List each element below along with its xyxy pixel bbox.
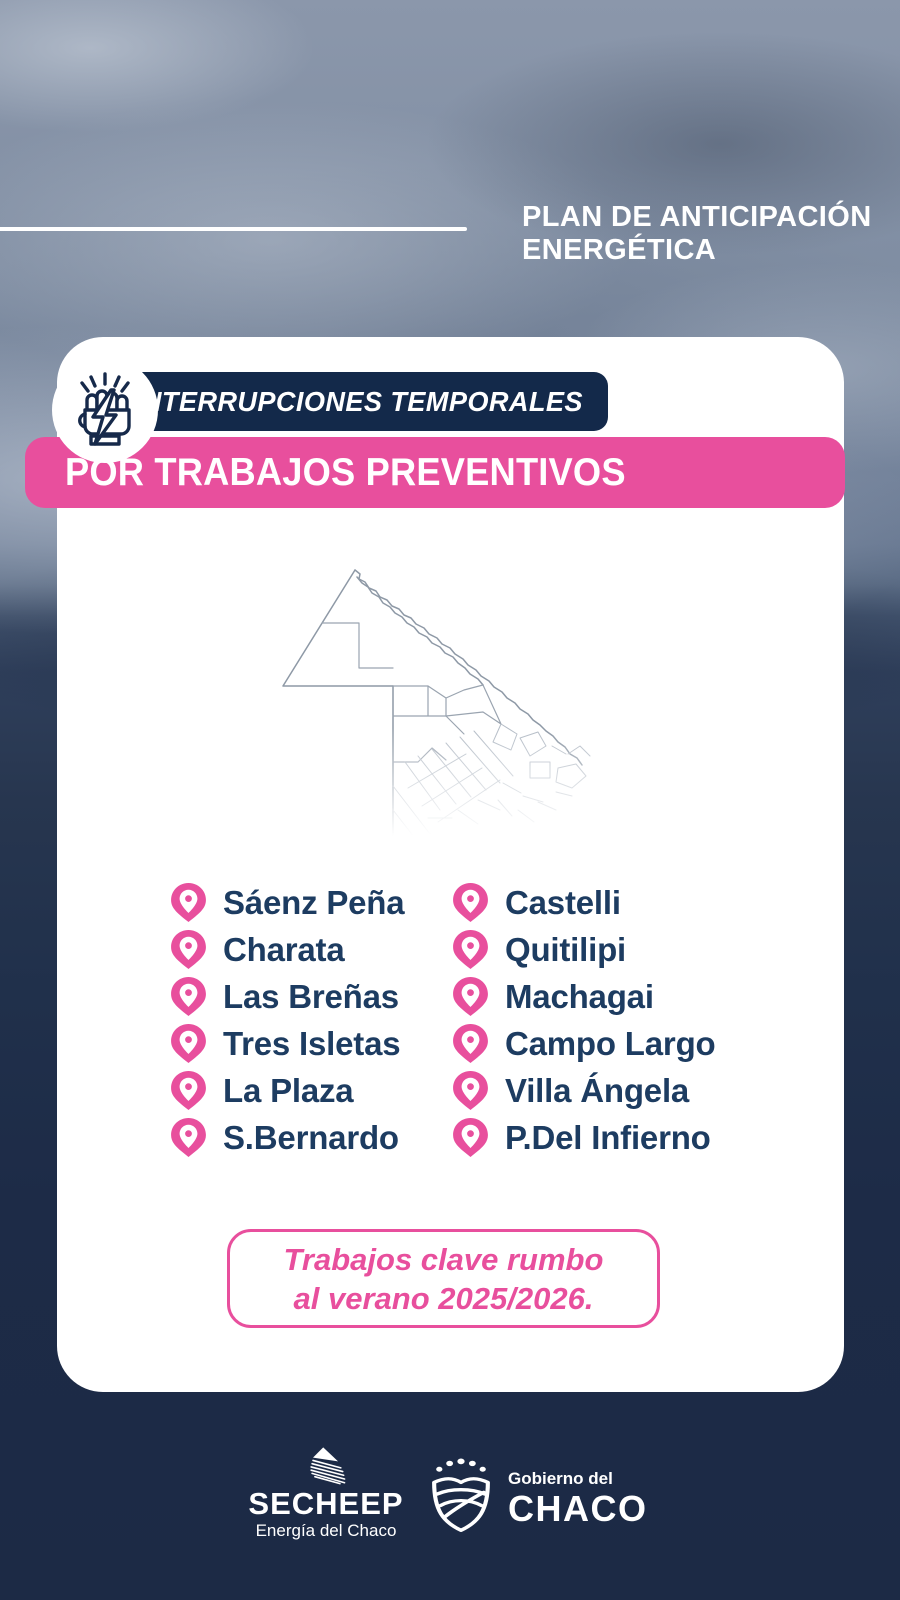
chaco-map	[282, 569, 591, 847]
content-card	[57, 337, 844, 1392]
city-item: Campo Largo	[452, 1020, 770, 1067]
ribbon-trabajos: POR TRABAJOS PREVENTIVOS	[25, 437, 845, 508]
location-pin-icon	[171, 1024, 206, 1063]
location-pin-icon	[453, 930, 488, 969]
city-item: S.Bernardo	[170, 1114, 452, 1161]
ribbon-trabajos-label: POR TRABAJOS PREVENTIVOS	[65, 450, 626, 494]
chaco-government-emblem	[432, 1458, 490, 1532]
city-label: Quitilipi	[505, 930, 627, 968]
city-list: Sáenz Peña Castelli Charata Quitilipi La…	[170, 879, 770, 1161]
city-label: Campo Largo	[505, 1024, 716, 1062]
note-box: Trabajos clave rumbo al verano 2025/2026…	[227, 1229, 660, 1328]
city-label: Sáenz Peña	[223, 883, 405, 921]
ribbon-interrupciones-label: INTERRUPCIONES TEMPORALES	[134, 385, 583, 417]
city-item: Castelli	[452, 879, 770, 926]
note-line2: al verano 2025/2026.	[293, 1280, 594, 1316]
header-divider-line	[0, 227, 467, 231]
note-line1: Trabajos clave rumbo	[283, 1241, 604, 1277]
city-item: P.Del Infierno	[452, 1114, 770, 1161]
location-pin-icon	[453, 977, 488, 1016]
city-label: Castelli	[505, 883, 621, 921]
secheep-logo: SECHEEP Energía del Chaco	[238, 1446, 414, 1539]
city-item: Tres Isletas	[170, 1020, 452, 1067]
secheep-flag-icon	[310, 1447, 346, 1485]
gov-prefix: Gobierno del	[508, 1469, 613, 1488]
city-label: S.Bernardo	[223, 1118, 399, 1156]
location-pin-icon	[453, 883, 488, 922]
city-item: Machagai	[452, 973, 770, 1020]
city-label: Villa Ángela	[505, 1071, 690, 1109]
secheep-tagline: Energía del Chaco	[255, 1521, 397, 1540]
page-title-line1: PLAN DE ANTICIPACIÓN	[522, 201, 872, 233]
city-label: Machagai	[505, 977, 654, 1015]
city-label: Charata	[223, 930, 345, 968]
gov-name: CHACO	[508, 1488, 648, 1529]
city-item: Villa Ángela	[452, 1067, 770, 1114]
city-label: Tres Isletas	[223, 1024, 401, 1062]
location-pin-icon	[453, 1024, 488, 1063]
city-label: La Plaza	[223, 1071, 354, 1109]
city-item: Quitilipi	[452, 926, 770, 973]
city-label: Las Breñas	[223, 977, 399, 1015]
fist-lightning-icon	[52, 357, 158, 463]
city-item: Sáenz Peña	[170, 879, 452, 926]
location-pin-icon	[171, 977, 206, 1016]
city-item: Charata	[170, 926, 452, 973]
location-pin-icon	[171, 930, 206, 969]
location-pin-icon	[171, 1118, 206, 1157]
gobierno-chaco-logo: Gobierno del CHACO	[430, 1456, 648, 1532]
page-title: PLAN DE ANTICIPACIÓN ENERGÉTICA	[522, 201, 872, 267]
page-title-line2: ENERGÉTICA	[522, 234, 717, 266]
location-pin-icon	[171, 1071, 206, 1110]
ribbon-interrupciones: INTERRUPCIONES TEMPORALES	[88, 372, 608, 431]
location-pin-icon	[453, 1118, 488, 1157]
location-pin-icon	[171, 883, 206, 922]
city-item: La Plaza	[170, 1067, 452, 1114]
city-item: Las Breñas	[170, 973, 452, 1020]
secheep-name: SECHEEP	[248, 1486, 404, 1521]
location-pin-icon	[453, 1071, 488, 1110]
city-label: P.Del Infierno	[505, 1118, 711, 1156]
